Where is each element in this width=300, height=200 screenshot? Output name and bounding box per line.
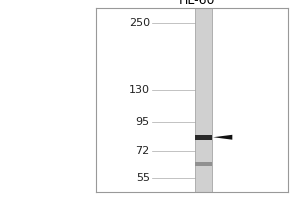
Text: 250: 250 xyxy=(129,18,150,28)
Text: 55: 55 xyxy=(136,173,150,183)
Bar xyxy=(195,8,212,192)
Polygon shape xyxy=(213,135,232,140)
Bar xyxy=(195,135,212,140)
Text: HL-60: HL-60 xyxy=(178,0,215,7)
Bar xyxy=(195,162,212,166)
Text: 130: 130 xyxy=(129,85,150,95)
Text: 95: 95 xyxy=(136,117,150,127)
Text: 72: 72 xyxy=(136,146,150,156)
